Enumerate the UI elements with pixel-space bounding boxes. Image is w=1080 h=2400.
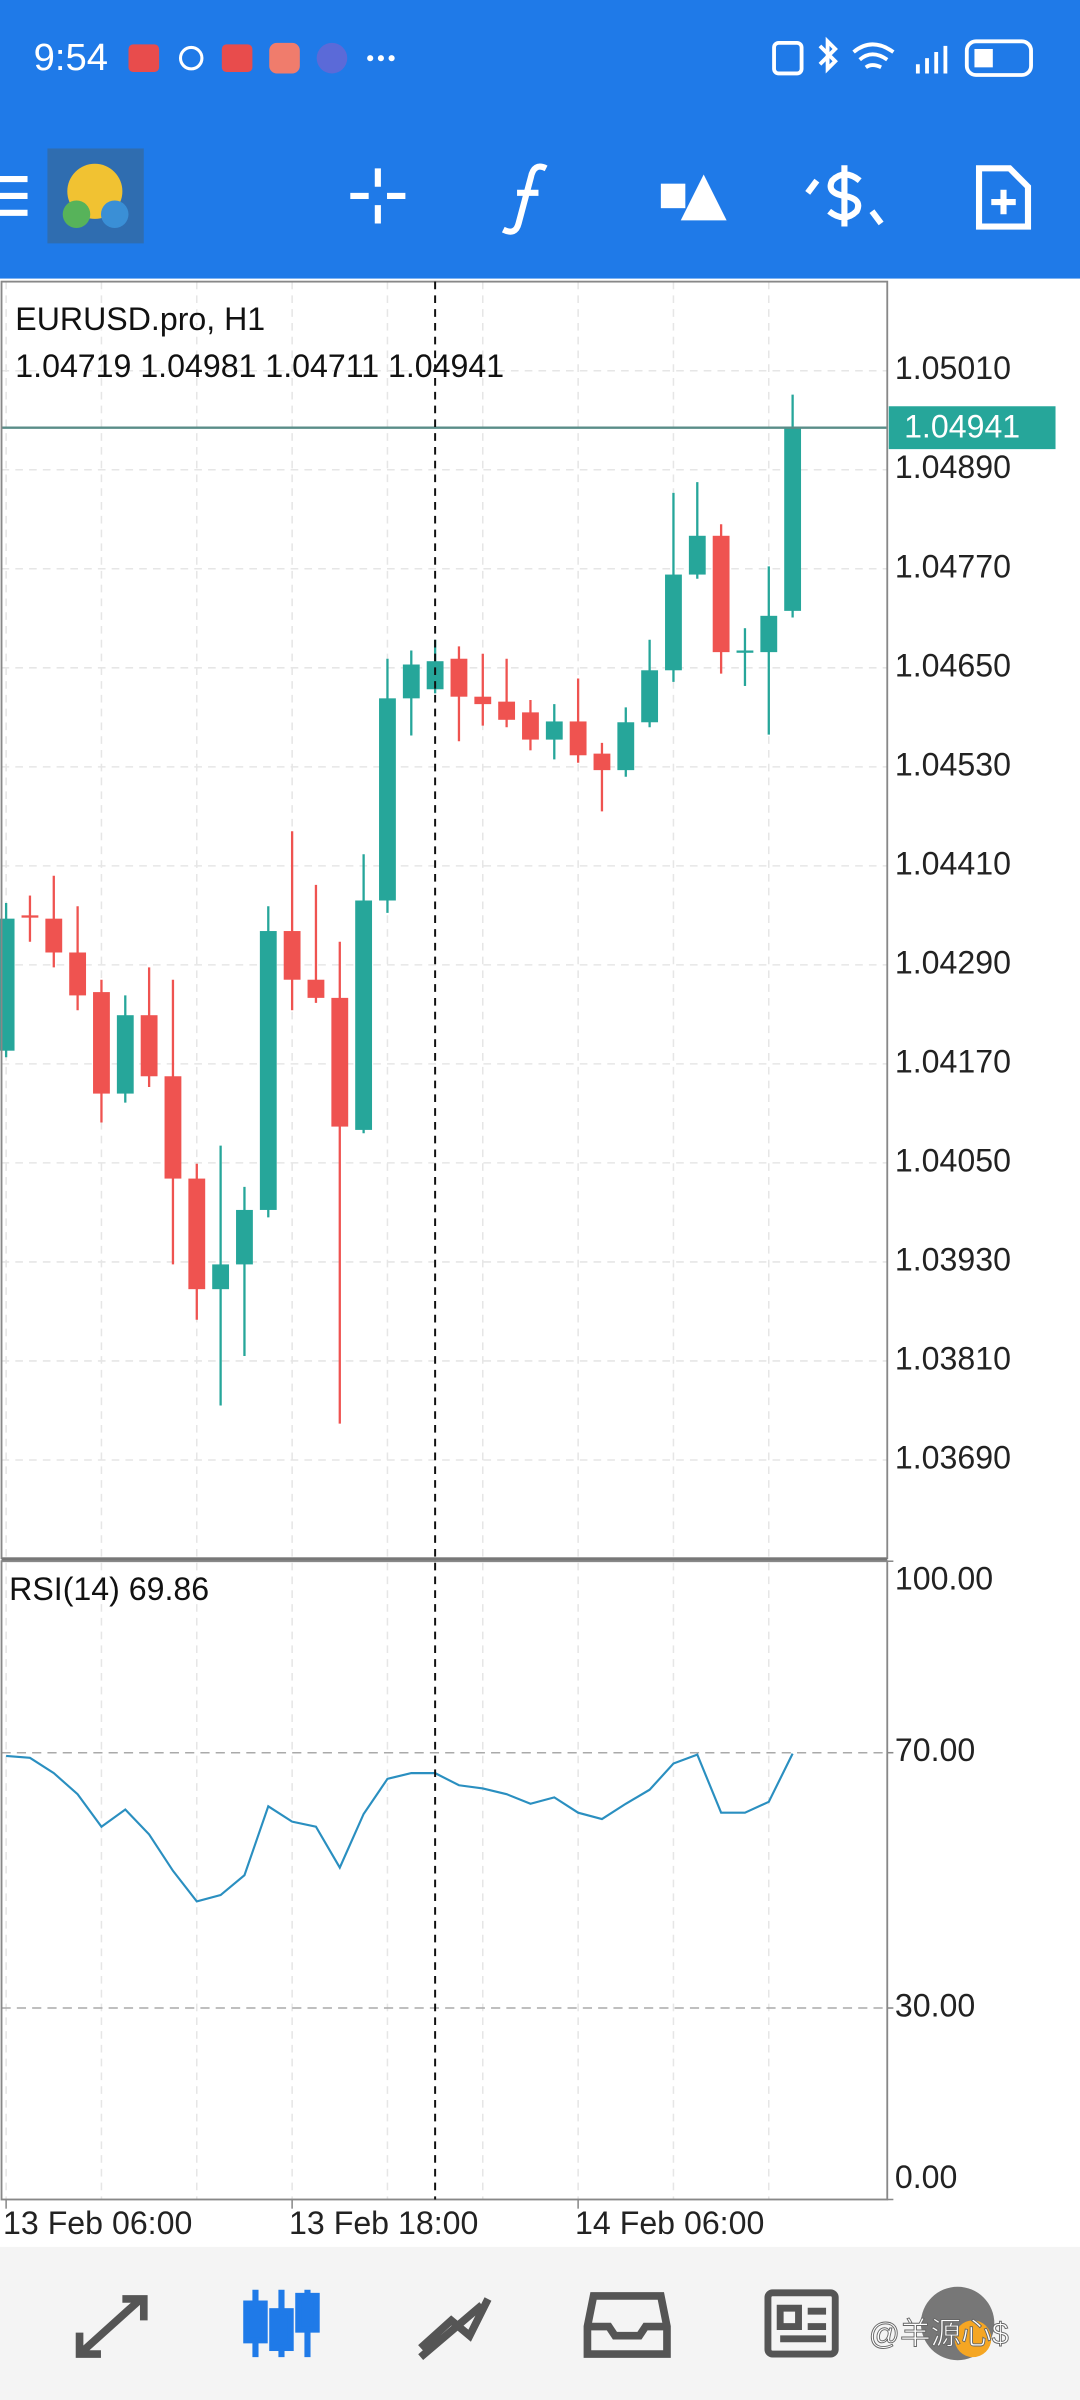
y-tick-label: 1.04890: [895, 449, 1011, 485]
watermark: @羊源心$: [869, 2317, 1009, 2351]
indicators-tool[interactable]: [501, 163, 548, 235]
candle-body: [665, 574, 682, 671]
chart-title: EURUSD.pro, H1: [15, 301, 265, 337]
bottom-nav: @羊源心$: [0, 2246, 1080, 2400]
candle-body: [736, 650, 754, 653]
quotes-tab[interactable]: [75, 2295, 148, 2358]
new-order-tool[interactable]: [975, 165, 1032, 230]
candle-body: [402, 664, 420, 699]
candle-body: [21, 915, 39, 918]
candle-body: [641, 670, 659, 723]
candle-body: [164, 1076, 182, 1179]
chart-tab[interactable]: [243, 2289, 320, 2358]
candle-body: [93, 992, 110, 1094]
price-panel-frame: [0, 280, 889, 1560]
y-tick-label: 70.00: [895, 1732, 975, 1768]
crosshair-tool[interactable]: [350, 168, 406, 224]
ohlc-close: 1.04941: [388, 348, 504, 384]
rsi-line: [6, 1753, 794, 1903]
ohlc-high: 1.04981: [140, 348, 256, 384]
y-tick-label: 1.03810: [895, 1340, 1011, 1376]
y-tick-label: 1.03930: [895, 1241, 1011, 1277]
candle-body: [188, 1178, 206, 1290]
x-tick-label: 13 Feb 18:00: [289, 2205, 478, 2241]
y-tick-label: 100.00: [895, 1561, 993, 1597]
system-icons: [772, 36, 1033, 77]
price-label: 1.04941: [904, 409, 1020, 445]
x-tick-label: 13 Feb 06:00: [3, 2205, 192, 2241]
candle-body: [45, 918, 63, 953]
candle-body: [784, 427, 802, 611]
candle-body: [283, 931, 301, 980]
y-tick-label: 1.04410: [895, 845, 1011, 881]
candle-body: [355, 900, 373, 1130]
y-tick-label: 1.04170: [895, 1043, 1011, 1079]
candle-body: [0, 918, 15, 1051]
candle-body: [545, 721, 563, 740]
news-tab[interactable]: [764, 2289, 839, 2358]
candle-body: [212, 1264, 230, 1290]
ohlc-low: 1.04711: [265, 348, 379, 384]
candle-body: [331, 997, 349, 1127]
toolbar: [0, 148, 1032, 244]
candle-body: [116, 1015, 134, 1094]
trade-tool[interactable]: [805, 165, 884, 227]
menu-button[interactable]: [0, 176, 28, 216]
app-logo: [47, 148, 144, 244]
candle-body: [522, 712, 539, 740]
candle-body: [307, 979, 325, 998]
candle-body: [69, 952, 87, 996]
candle-body: [259, 931, 277, 1210]
notification-icons: [128, 42, 395, 74]
candle-body: [379, 698, 396, 901]
candle-body: [593, 753, 611, 771]
rsi-panel-frame: [0, 1560, 889, 2201]
candle-body: [474, 696, 492, 705]
history-tab[interactable]: [583, 2292, 671, 2358]
status-time: 9:54: [34, 36, 108, 79]
y-tick-label: 1.04530: [895, 746, 1011, 782]
y-tick-label: 30.00: [895, 1987, 975, 2023]
rsi-readout: RSI(14) 69.86: [9, 1571, 209, 1607]
grid-layer: [1, 281, 888, 2200]
y-tick-label: 1.03690: [895, 1439, 1011, 1475]
candle-body: [450, 658, 468, 697]
y-tick-label: 1.04650: [895, 647, 1011, 683]
candle-body: [688, 535, 706, 575]
candle-body: [617, 722, 635, 771]
x-tick-label: 14 Feb 06:00: [575, 2205, 764, 2241]
ohlc-open: 1.04719: [15, 348, 131, 384]
rsi-title: RSI(14): [9, 1571, 120, 1607]
candle-body: [760, 615, 778, 653]
y-tick-label: 1.04050: [895, 1142, 1011, 1178]
objects-tool[interactable]: [660, 174, 727, 221]
ohlc-readout: 1.04719 1.04981 1.04711 1.04941: [15, 348, 504, 384]
y-tick-label: 1.05010: [895, 350, 1011, 386]
y-tick-label: 0.00: [895, 2159, 958, 2195]
candle-body: [569, 721, 587, 756]
candle-body: [712, 535, 730, 653]
price-label-box: [888, 406, 1056, 450]
candle-body: [236, 1209, 253, 1265]
candle-body: [140, 1015, 158, 1077]
avatar-badge: [954, 2320, 992, 2358]
candle-body: [426, 661, 444, 690]
y-tick-label: 1.04290: [895, 944, 1011, 980]
rsi-value: 69.86: [129, 1571, 209, 1607]
trade-tab[interactable]: [418, 2297, 492, 2361]
candle-body: [498, 701, 516, 720]
chart-area: 1.05010 1.04890 1.04770 1.04650 1.04530 1.044…: [0, 280, 1056, 2241]
y-tick-label: 1.04770: [895, 548, 1011, 584]
app-header: [0, 0, 1080, 279]
